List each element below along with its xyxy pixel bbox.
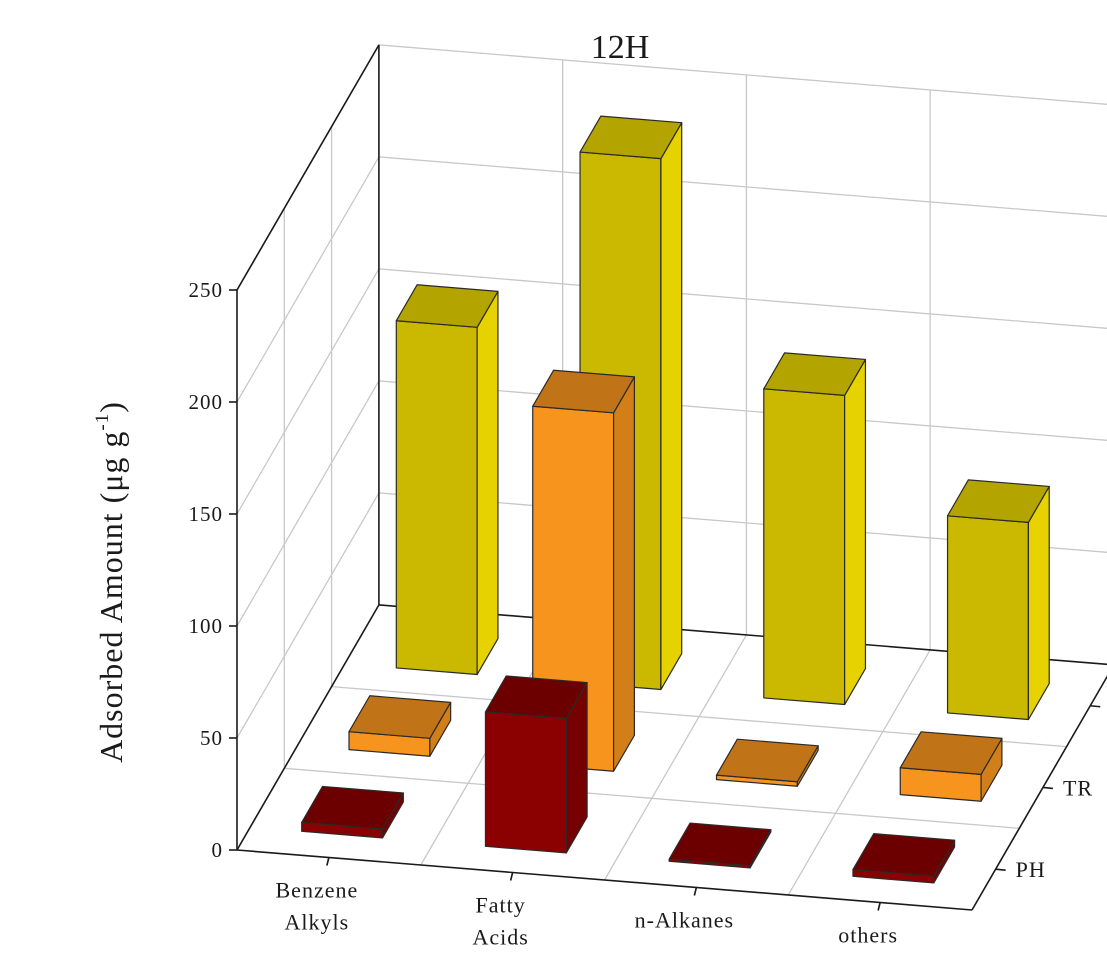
bar-ph-1 [301, 785, 404, 839]
bar-front-face [763, 388, 846, 706]
y-tick-label: 0 [212, 838, 224, 862]
x-tick [326, 857, 330, 866]
bar-ph-3 [668, 822, 772, 869]
left-floor-edge [236, 604, 380, 851]
bar-top-face [484, 675, 588, 720]
x-category-label: n-Alkanes [635, 908, 734, 933]
bar-tr-3 [715, 738, 819, 787]
bar-ph-2 [484, 675, 588, 854]
bar-top-face [579, 115, 683, 160]
x-category-label-line2: Acids [472, 925, 528, 950]
x-tick [509, 872, 514, 881]
bar-tr-1 [348, 695, 452, 757]
y-axis-label: Adsorbed Amount (μg g-1) [92, 401, 129, 763]
left-wall-gridline [236, 268, 380, 515]
bar-top-face [763, 352, 867, 397]
depth-tick [1090, 704, 1101, 708]
y-tick-label: 150 [189, 502, 224, 526]
bar-an-4 [946, 479, 1050, 721]
bar-top-face [852, 833, 956, 877]
y-tick-label: 100 [189, 614, 224, 638]
back-wall-gridline [378, 156, 1107, 217]
x-tick [693, 887, 698, 896]
bar-an-1 [395, 284, 499, 676]
bar-front-face [946, 515, 1029, 721]
axes [229, 44, 1107, 911]
bar-top-face [395, 284, 499, 328]
left-wall-gridline [236, 380, 380, 627]
bar-ph-4 [852, 833, 956, 884]
bar-side-face [1027, 485, 1050, 721]
left-wall-top-edge [236, 44, 380, 291]
back-wall-gridline [378, 44, 1107, 105]
bar-top-face [301, 785, 404, 830]
depth-tick [995, 868, 1006, 871]
bar-top-face [899, 731, 1003, 775]
bar-side-face [612, 376, 636, 772]
chart-title: 12H [591, 29, 650, 66]
left-wall-gridline [236, 156, 380, 403]
x-category-label: others [838, 923, 898, 948]
y-axis-label-main: Adsorbed Amount (μg g [93, 431, 129, 763]
floor-gridline [284, 767, 1020, 829]
floor-gridline [603, 634, 747, 881]
y-tick-label: 250 [189, 278, 224, 302]
depth-tick [1042, 786, 1054, 790]
bars [301, 115, 1050, 884]
series-label-ph: PH [1016, 857, 1046, 882]
bar-top-face [348, 695, 452, 739]
labels: 12H Adsorbed Amount (μg g-1) 0 50 100 150 20… [92, 29, 1093, 950]
left-wall-gridline [236, 492, 380, 739]
y-tick-label: 50 [200, 726, 223, 750]
series-label-tr: TR [1063, 775, 1093, 800]
bar-top-face [668, 822, 772, 867]
bar-top-face [715, 738, 819, 783]
y-tick-label: 200 [189, 390, 224, 414]
bar-side-face [844, 358, 867, 706]
x-category-label: Benzene [276, 878, 359, 903]
bar-side-face [476, 290, 499, 676]
y-axis-label-close: ) [93, 401, 129, 413]
bar-top-face [946, 479, 1050, 524]
x-category-label: Fatty [476, 893, 526, 918]
x-tick [877, 902, 881, 911]
bar-front-face [395, 320, 478, 676]
bar-front-face [484, 711, 567, 854]
bar-an-3 [763, 352, 867, 706]
x-category-label-line2: Alkyls [285, 910, 350, 935]
x-axis-line [236, 849, 973, 911]
bar-tr-4 [899, 731, 1003, 802]
floor-gridline [787, 649, 931, 896]
bar-top-face [532, 369, 636, 414]
bar-side-face [660, 122, 683, 691]
y-axis-label-superscript: -1 [92, 413, 113, 431]
